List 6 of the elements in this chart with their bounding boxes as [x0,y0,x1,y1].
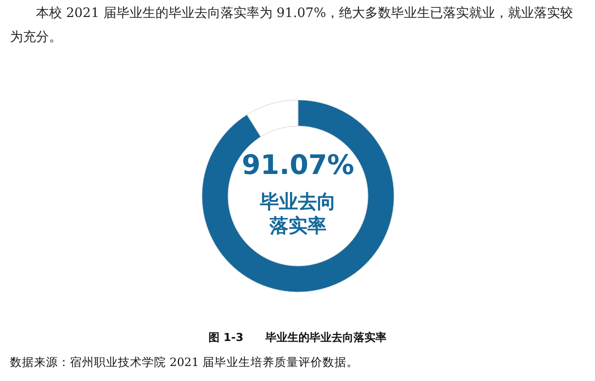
data-label: 91.07% [242,150,354,181]
text: 图 1-3 毕业生的毕业去向落实率 [208,331,386,344]
source-note: 数据来源：宿州职业技术学院 2021 届毕业生培养质量评价数据。 [10,355,359,369]
slice-label: 毕业去向落实率 [259,191,336,237]
donut-slice [202,100,394,292]
chart-subtitle: 本校 2021 届毕业生的毕业去向落实率为 91.07%，绝大多数毕业生已落实就业，就业落实较为充分。 [10,5,574,47]
